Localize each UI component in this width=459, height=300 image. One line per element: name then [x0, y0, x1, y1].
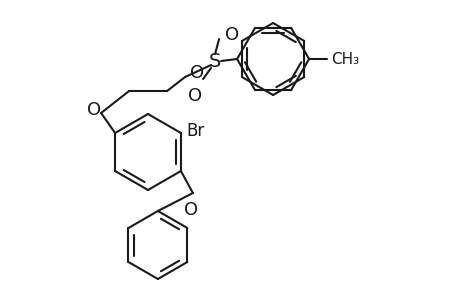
Text: O: O	[87, 101, 101, 119]
Text: O: O	[188, 87, 202, 105]
Text: S: S	[208, 52, 221, 70]
Text: O: O	[184, 201, 197, 219]
Text: Br: Br	[185, 122, 204, 140]
Text: CH₃: CH₃	[330, 52, 358, 67]
Text: O: O	[224, 26, 239, 44]
Text: O: O	[190, 64, 204, 82]
